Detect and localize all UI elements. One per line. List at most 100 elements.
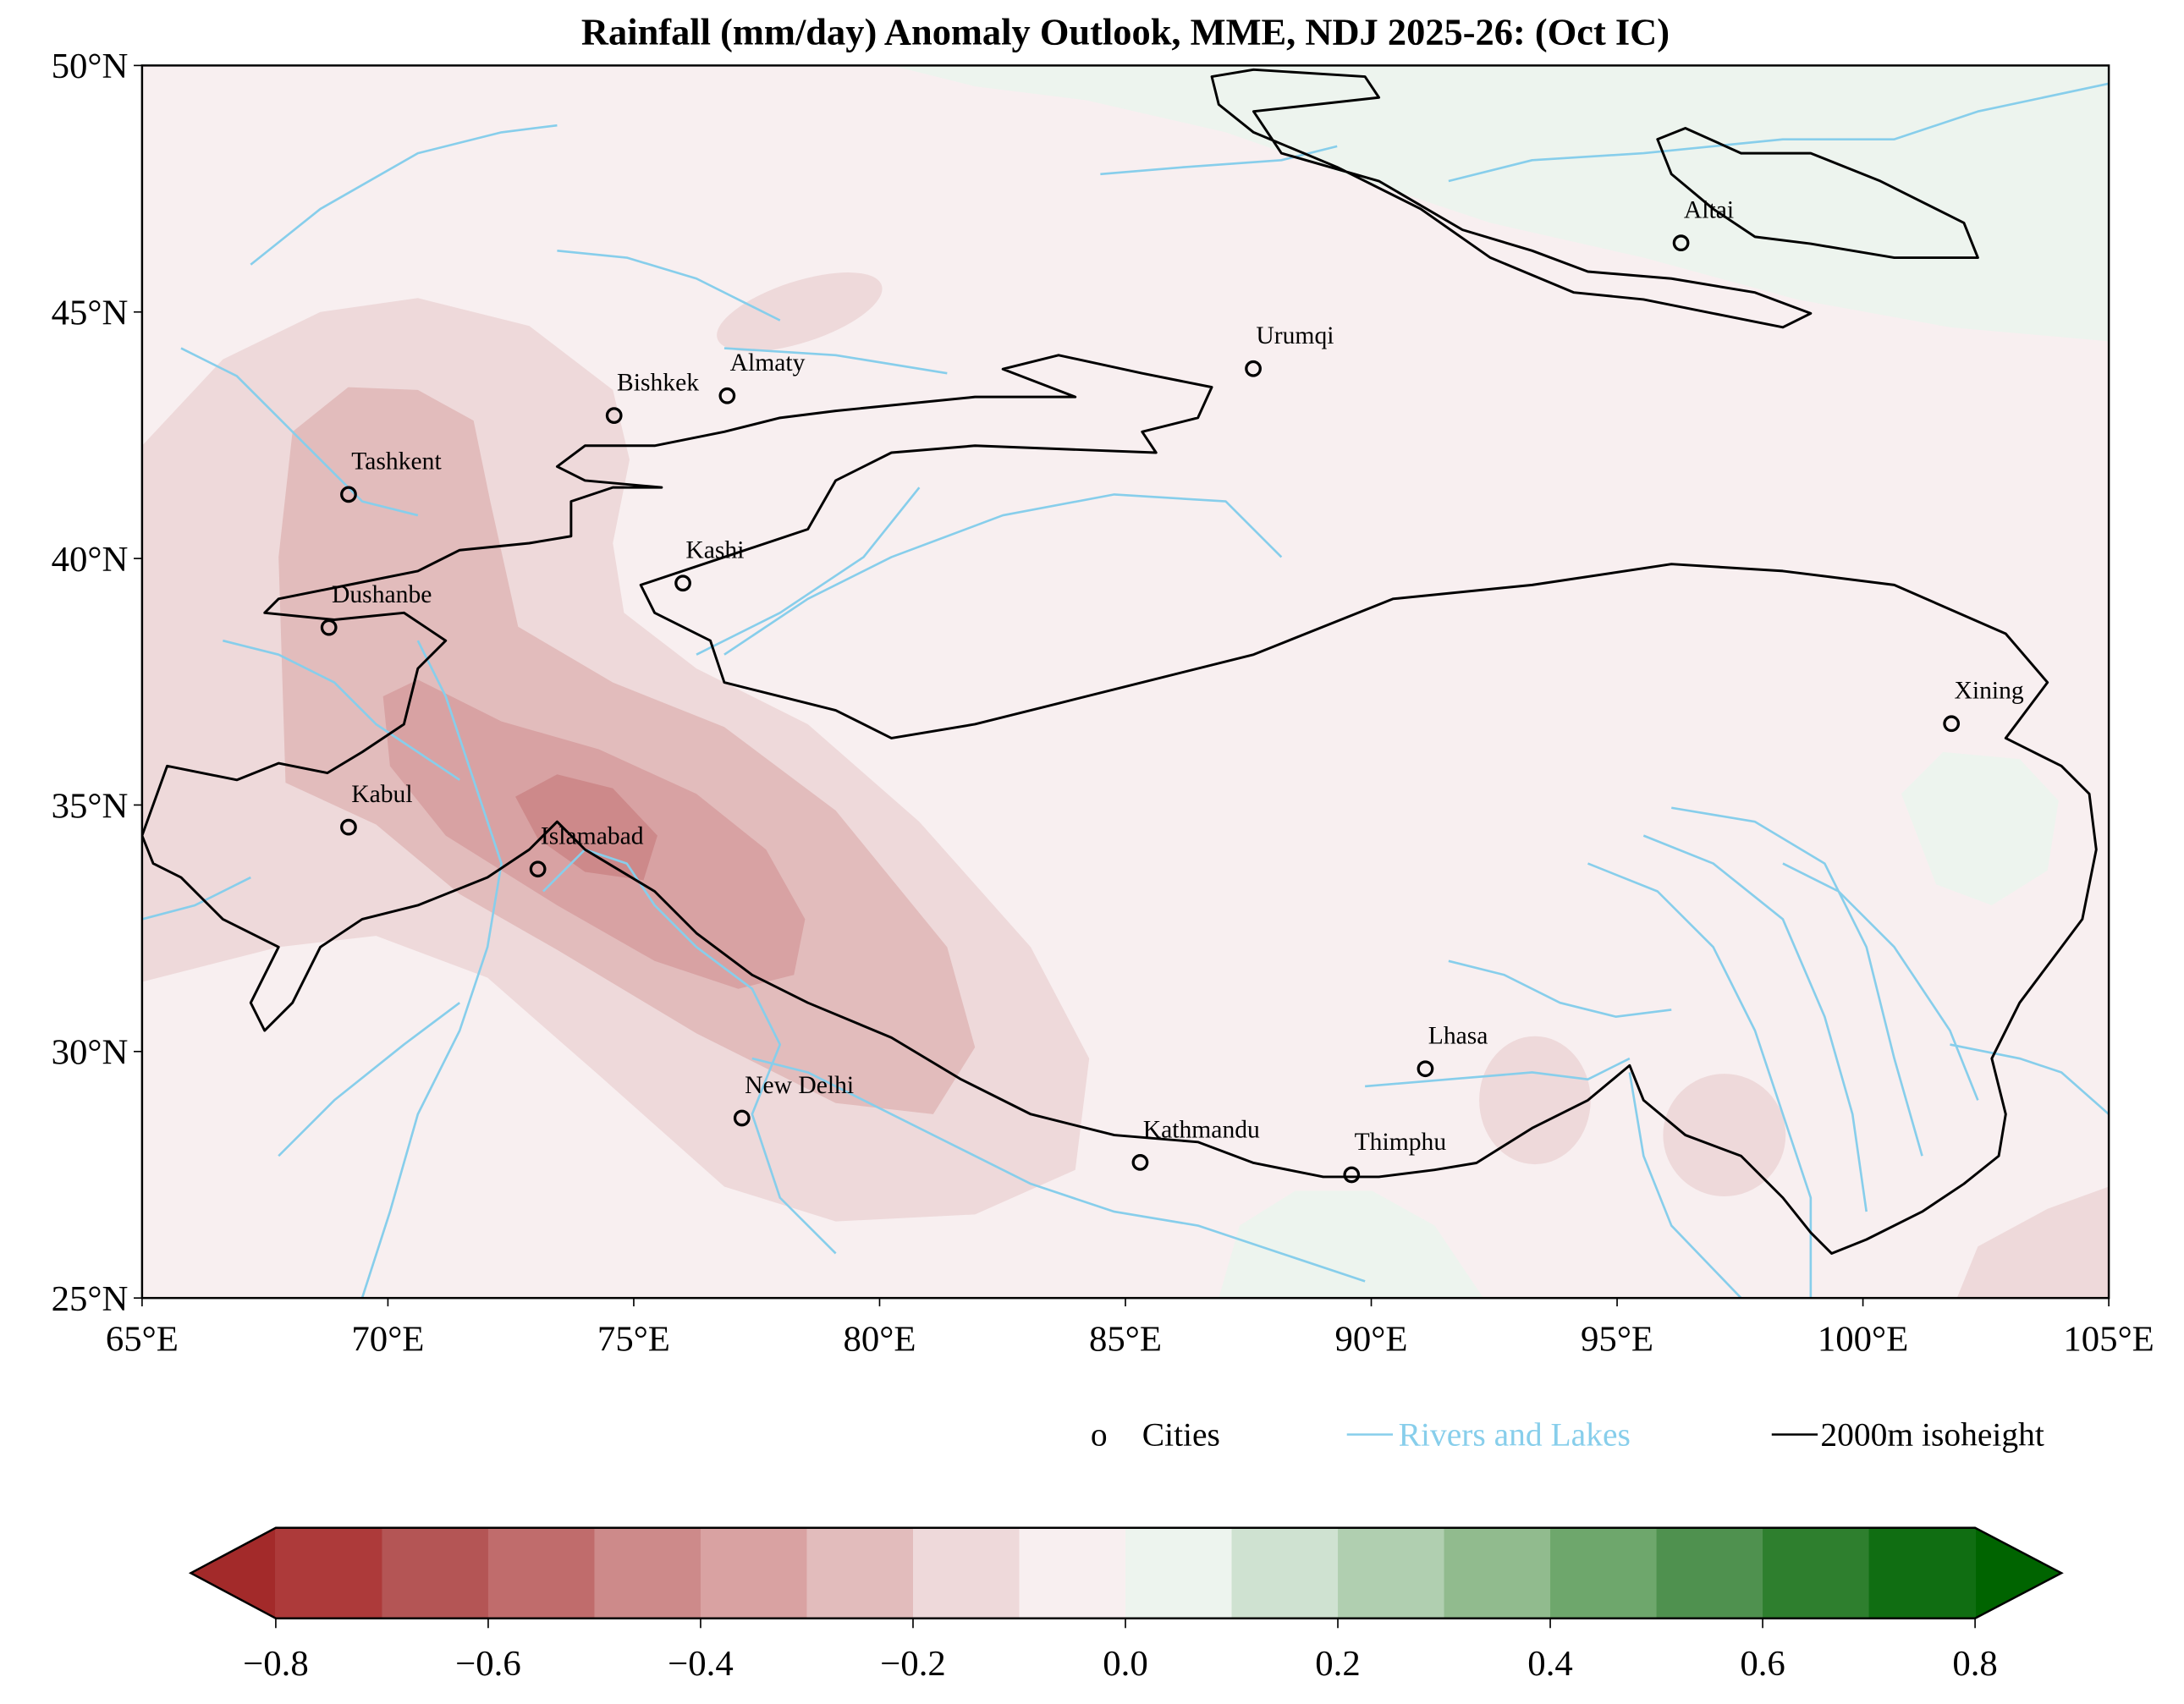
- colorbar-tick-label: −0.4: [668, 1644, 734, 1684]
- colorbar-bin: [1338, 1527, 1445, 1619]
- city-label: Dushanbe: [332, 581, 432, 608]
- colorbar-tick-label: 0.4: [1527, 1644, 1572, 1684]
- city-marker: [1417, 1060, 1434, 1078]
- legend-rivers-label: Rivers and Lakes: [1399, 1416, 1631, 1454]
- colorbar-over-extension: [1975, 1527, 2062, 1619]
- city-marker: [605, 407, 623, 424]
- colorbar-tick-label: 0.2: [1315, 1644, 1360, 1684]
- city-label: Kabul: [351, 781, 412, 808]
- lon-tick-label: 95°E: [1581, 1320, 1653, 1360]
- city-label: Xining: [1954, 678, 2023, 705]
- city-marker: [1245, 360, 1262, 377]
- lat-tick-label: 30°N: [52, 1033, 129, 1073]
- figure-title: Rainfall (mm/day) Anomaly Outlook, MME, …: [581, 11, 1670, 53]
- colorbar-bin: [912, 1527, 1020, 1619]
- city-marker: [320, 618, 338, 636]
- city-kashi: Kashi: [674, 537, 744, 592]
- colorbar: −0.8 −0.6 −0.4 −0.2 0.0 0.2 0.4 0.6 0.8: [188, 1526, 2064, 1684]
- colorbar-bin: [1550, 1527, 1658, 1619]
- city-label: Lhasa: [1428, 1023, 1488, 1050]
- city-kathmandu: Kathmandu: [1131, 1116, 1260, 1171]
- anomaly-region-neg-0.1: [1479, 1036, 1591, 1165]
- city-label: Kathmandu: [1143, 1116, 1260, 1143]
- city-almaty: Almaty: [718, 349, 806, 404]
- colorbar-bin: [1231, 1527, 1340, 1619]
- lat-tick-label: 25°N: [52, 1279, 129, 1319]
- city-marker: [529, 860, 547, 878]
- anomaly-region-neg-0.1: [717, 272, 883, 352]
- city-tashkent: Tashkent: [340, 448, 442, 503]
- city-xining: Xining: [1943, 678, 2024, 733]
- anomaly-region-positive-south: [1219, 1190, 1484, 1299]
- city-label: Islamabad: [541, 823, 644, 850]
- colorbar-tick-label: 0.6: [1740, 1644, 1785, 1684]
- city-marker: [718, 387, 736, 404]
- city-new-delhi: New Delhi: [733, 1072, 854, 1127]
- lat-tick-label: 45°N: [52, 294, 129, 333]
- anomaly-region-positive-north: [891, 65, 2110, 342]
- city-label: Tashkent: [351, 448, 442, 475]
- anomaly-region-positive-east: [1901, 751, 2059, 905]
- axis-ticks: 65°E 70°E 75°E 80°E 85°E 90°E 95°E 100°E 105°E 25…: [52, 47, 2154, 1359]
- colorbar-tick-label: −0.2: [880, 1644, 946, 1684]
- lat-tick-label: 35°N: [52, 786, 129, 826]
- colorbar-tick-label: −0.8: [243, 1644, 309, 1684]
- city-lhasa: Lhasa: [1417, 1023, 1488, 1078]
- city-marker: [340, 486, 357, 503]
- legend-cities-marker: o: [1091, 1416, 1108, 1454]
- colorbar-bin: [1125, 1527, 1233, 1619]
- lon-tick-label: 70°E: [351, 1320, 424, 1360]
- city-bishkek: Bishkek: [605, 369, 699, 424]
- city-marker: [1672, 234, 1690, 252]
- lon-tick-label: 75°E: [597, 1320, 670, 1360]
- city-islamabad: Islamabad: [529, 823, 644, 878]
- lon-tick-label: 100°E: [1818, 1320, 1908, 1360]
- colorbar-bin: [275, 1527, 383, 1619]
- lat-tick-label: 40°N: [52, 540, 129, 580]
- legend-cities-label: Cities: [1142, 1416, 1220, 1454]
- cities-layer: Tashkent Dushanbe Kabul Islamabad New Delhi K…: [320, 197, 2024, 1184]
- city-marker: [1131, 1154, 1149, 1171]
- city-marker: [674, 574, 691, 592]
- colorbar-bin: [1444, 1527, 1552, 1619]
- city-label: Almaty: [730, 349, 806, 377]
- colorbar-bin: [806, 1527, 914, 1619]
- colorbar-tick-label: 0.8: [1952, 1644, 1997, 1684]
- lon-tick-label: 80°E: [843, 1320, 916, 1360]
- city-marker: [733, 1109, 751, 1127]
- rivers-and-lakes: [141, 82, 2110, 1299]
- colorbar-bin: [700, 1527, 808, 1619]
- lat-tick-label: 50°N: [52, 47, 129, 86]
- map-panel: Tashkent Dushanbe Kabul Islamabad New Delhi K…: [141, 65, 2110, 1299]
- city-label: New Delhi: [745, 1072, 854, 1099]
- colorbar-tick-label: −0.6: [455, 1644, 521, 1684]
- colorbar-bin: [487, 1527, 596, 1619]
- city-marker: [340, 818, 357, 836]
- city-thimphu: Thimphu: [1343, 1129, 1446, 1184]
- city-marker: [1943, 715, 1961, 733]
- city-label: Altai: [1684, 197, 1734, 224]
- colorbar-bin: [594, 1527, 701, 1619]
- city-marker: [1343, 1166, 1361, 1184]
- colorbar-bin: [1019, 1527, 1126, 1619]
- city-altai: Altai: [1672, 197, 1734, 252]
- colorbar-tick-label: 0.0: [1103, 1644, 1147, 1684]
- colorbar-bin: [1868, 1527, 1977, 1619]
- colorbar-under-extension: [190, 1527, 276, 1619]
- anomaly-region-neg-0.1: [1956, 1186, 2110, 1299]
- city-urumqi: Urumqi: [1245, 322, 1334, 377]
- lon-tick-label: 85°E: [1089, 1320, 1162, 1360]
- anomaly-region-neg-0.4: [515, 774, 657, 881]
- city-label: Kashi: [685, 537, 744, 564]
- map-legend: o Cities Rivers and Lakes 2000m isoheigh…: [1091, 1416, 2044, 1454]
- colorbar-bin: [1763, 1527, 1870, 1619]
- colorbar-bin: [1656, 1527, 1764, 1619]
- colorbar-bin: [382, 1527, 489, 1619]
- city-kabul: Kabul: [340, 781, 413, 836]
- lon-tick-label: 65°E: [106, 1320, 179, 1360]
- isoheight-2000m: [141, 68, 2098, 1255]
- legend-iso-label: 2000m isoheight: [1820, 1416, 2044, 1454]
- lon-tick-label: 90°E: [1335, 1320, 1408, 1360]
- anomaly-region-neg-0.1: [1663, 1074, 1786, 1196]
